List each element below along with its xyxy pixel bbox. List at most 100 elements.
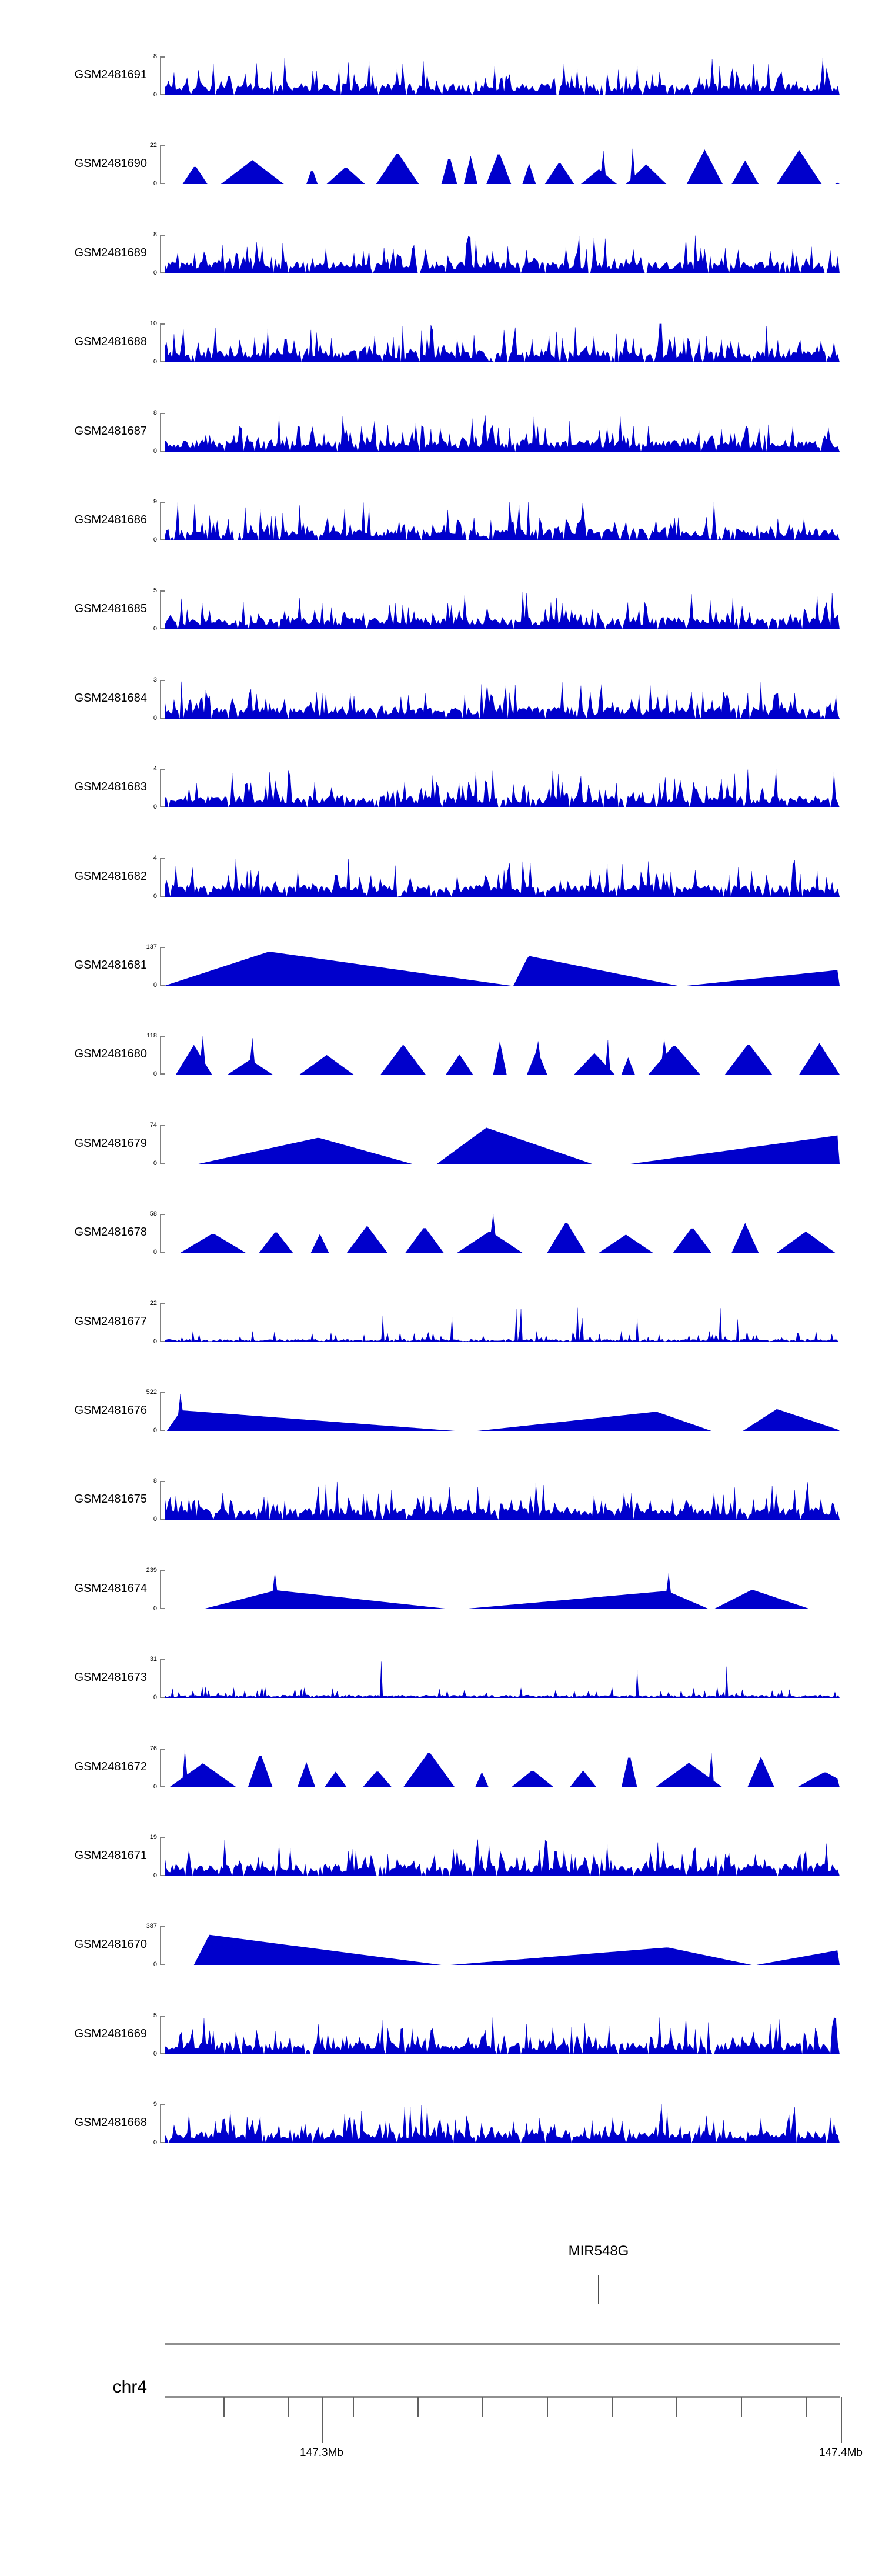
y-axis-max-value: 19 xyxy=(149,1834,157,1841)
y-axis-line xyxy=(160,1303,161,1342)
track-plot-area[interactable] xyxy=(165,1659,840,1699)
y-axis-min-value: 0 xyxy=(153,1872,157,1879)
y-axis-tick-min xyxy=(160,1786,166,1787)
axis-minor-tick xyxy=(547,2397,548,2418)
y-axis: 239 0 xyxy=(146,1567,167,1611)
gene-annotation-track[interactable]: MIR548G xyxy=(0,2243,882,2343)
y-axis-max-value: 522 xyxy=(146,1389,157,1396)
y-axis-line xyxy=(160,857,161,897)
y-axis-tick-min xyxy=(160,2053,166,2054)
y-axis-line xyxy=(160,2015,161,2054)
y-axis-line xyxy=(160,502,161,540)
track-plot-area[interactable] xyxy=(165,1392,840,1431)
y-axis: 74 0 xyxy=(150,1122,167,1166)
y-axis-tick-min xyxy=(160,895,166,897)
y-axis-min-value: 0 xyxy=(153,1249,157,1256)
track-plot-area[interactable] xyxy=(165,2104,840,2144)
track-label-gsm2481673: GSM2481673 xyxy=(74,1671,147,1684)
y-axis-tick-max xyxy=(160,323,166,325)
y-axis-tick-min xyxy=(160,1964,166,1966)
data-track: GSM2481677 22 0 xyxy=(0,1280,882,1344)
y-axis: 19 0 xyxy=(150,1834,167,1879)
axis-minor-tick xyxy=(676,2397,677,2418)
track-plot-area[interactable] xyxy=(165,1748,840,1787)
track-plot-area[interactable] xyxy=(165,679,840,719)
track-label-gsm2481680: GSM2481680 xyxy=(74,1047,147,1061)
y-axis-tick-min xyxy=(160,1519,166,1520)
y-axis-max-value: 4 xyxy=(153,854,157,862)
axis-major-tick xyxy=(841,2397,842,2444)
track-plot-area[interactable] xyxy=(165,2015,840,2054)
y-axis-max-value: 9 xyxy=(153,2101,157,2108)
track-label-gsm2481670: GSM2481670 xyxy=(74,1938,147,1951)
track-plot-area[interactable] xyxy=(165,1481,840,1520)
y-axis-min-value: 0 xyxy=(153,2050,157,2057)
y-axis-tick-max xyxy=(160,502,166,503)
y-axis-max-value: 9 xyxy=(153,498,157,505)
data-track: GSM2481680 118 0 xyxy=(0,1012,882,1077)
y-axis-tick-min xyxy=(160,1697,166,1699)
y-axis-line xyxy=(160,1570,161,1609)
axis-rule-top xyxy=(165,2343,840,2345)
track-plot-area[interactable] xyxy=(165,1125,840,1164)
track-label-gsm2481681: GSM2481681 xyxy=(74,959,147,972)
track-plot-area[interactable] xyxy=(165,56,840,95)
y-axis-min-value: 0 xyxy=(153,2139,157,2147)
data-track: GSM2481684 3 0 xyxy=(0,656,882,722)
axis-minor-tick xyxy=(741,2397,742,2418)
y-axis-max-value: 8 xyxy=(153,53,157,60)
track-plot-area[interactable] xyxy=(165,145,840,185)
y-axis-line xyxy=(160,234,161,273)
y-axis-min-value: 0 xyxy=(153,447,157,455)
track-plot-area[interactable] xyxy=(165,1036,840,1075)
y-axis-min-value: 0 xyxy=(153,180,157,188)
y-axis: 118 0 xyxy=(146,1033,167,1077)
y-axis-tick-min xyxy=(160,361,166,363)
data-track: GSM2481671 19 0 xyxy=(0,1814,882,1879)
y-axis-max-value: 22 xyxy=(149,142,157,149)
track-plot-area[interactable] xyxy=(165,412,840,452)
data-track: GSM2481670 387 0 xyxy=(0,1903,882,1968)
track-plot-area[interactable] xyxy=(165,234,840,273)
track-plot-area[interactable] xyxy=(165,1837,840,1876)
y-axis-line xyxy=(160,590,161,630)
track-plot-area[interactable] xyxy=(165,1214,840,1253)
gene-label-mir548g: MIR548G xyxy=(568,2243,629,2260)
track-plot-area[interactable] xyxy=(165,769,840,808)
y-axis-min-value: 0 xyxy=(153,714,157,722)
y-axis-tick-min xyxy=(160,183,166,185)
y-axis: 22 0 xyxy=(150,142,167,187)
track-plot-area[interactable] xyxy=(165,502,840,540)
track-label-gsm2481691: GSM2481691 xyxy=(74,68,147,81)
track-plot-area[interactable] xyxy=(165,1303,840,1342)
y-axis-tick-min xyxy=(160,628,166,630)
y-axis-tick-max xyxy=(160,56,166,58)
y-axis-tick-min xyxy=(160,806,166,808)
y-axis-tick-min xyxy=(160,1875,166,1876)
track-label-gsm2481668: GSM2481668 xyxy=(74,2116,147,2130)
data-track: GSM2481676 522 0 xyxy=(0,1369,882,1434)
y-axis-tick-min xyxy=(160,2142,166,2144)
track-plot-area[interactable] xyxy=(165,1926,840,1966)
y-axis-tick-max xyxy=(160,1125,166,1126)
y-axis-line xyxy=(160,2104,161,2144)
y-axis-min-value: 0 xyxy=(153,892,157,900)
track-plot-area[interactable] xyxy=(165,947,840,986)
track-plot-area[interactable] xyxy=(165,323,840,363)
data-track: GSM2481691 8 0 xyxy=(0,33,882,98)
y-axis-min-value: 0 xyxy=(153,1516,157,1523)
track-plot-area[interactable] xyxy=(165,590,840,630)
track-plot-area[interactable] xyxy=(165,857,840,897)
y-axis-line xyxy=(160,1036,161,1075)
y-axis-line xyxy=(160,1837,161,1876)
track-plot-area[interactable] xyxy=(165,1570,840,1609)
data-track: GSM2481686 9 0 xyxy=(0,478,882,543)
y-axis-line xyxy=(160,947,161,986)
y-axis-tick-max xyxy=(160,590,166,592)
y-axis-tick-min xyxy=(160,1607,166,1609)
gene-feature-mark[interactable] xyxy=(598,2275,599,2304)
y-axis-tick-max xyxy=(160,1926,166,1928)
